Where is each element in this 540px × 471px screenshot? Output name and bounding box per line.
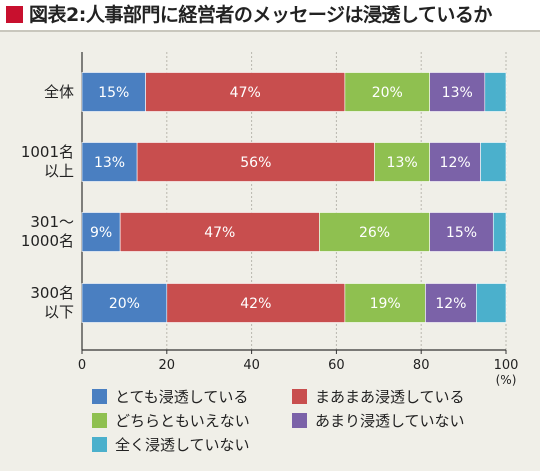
title-marker — [6, 6, 23, 23]
data-label: 47% — [230, 85, 261, 101]
legend-item: 全く浸透していない — [92, 434, 250, 455]
bar-segment — [344, 283, 426, 323]
legend-swatch — [92, 413, 107, 428]
legend-swatch — [292, 413, 307, 428]
legend-item: どちらともいえない — [92, 410, 250, 431]
bar-segment — [476, 283, 507, 323]
category-label: 301〜 1000名 — [20, 213, 74, 250]
legend-label: とても浸透している — [115, 388, 249, 406]
legend-swatch — [92, 437, 107, 452]
title-bar: 図表2:人事部門に経営者のメッセージは浸透しているか — [0, 0, 540, 32]
legend-item: とても浸透している — [92, 386, 248, 407]
data-label: 42% — [240, 296, 271, 312]
chart-title: 図表2:人事部門に経営者のメッセージは浸透しているか — [29, 4, 492, 26]
x-tick-label: 100 — [494, 358, 519, 373]
bar-segment — [344, 72, 430, 112]
data-label: 13% — [387, 155, 418, 171]
data-label: 12% — [435, 296, 466, 312]
bar-segment — [484, 72, 507, 112]
bar-segment — [429, 72, 486, 112]
legend-swatch — [292, 389, 307, 404]
bar-segment — [81, 283, 168, 323]
bar-segment — [166, 283, 346, 323]
legend-label: あまり浸透していない — [315, 412, 465, 430]
legend-label: 全く浸透していない — [115, 436, 250, 454]
bar-segment — [81, 212, 121, 252]
data-label: 12% — [440, 155, 471, 171]
legend-swatch — [92, 389, 107, 404]
x-tick-label: 60 — [328, 358, 345, 373]
bar-segment — [492, 212, 507, 252]
bar-segment — [136, 142, 375, 182]
data-label: 19% — [370, 296, 401, 312]
data-label: 15% — [446, 225, 477, 241]
bar-segment — [429, 142, 481, 182]
bar-segment — [145, 72, 346, 112]
legend-label: どちらともいえない — [115, 412, 250, 430]
data-label: 26% — [359, 225, 390, 241]
data-label: 13% — [442, 85, 473, 101]
bar-segment — [81, 142, 138, 182]
x-tick-label: 80 — [413, 358, 430, 373]
bar-segment — [319, 212, 430, 252]
data-label: 9% — [90, 225, 112, 241]
data-label: 13% — [94, 155, 125, 171]
legend-item: あまり浸透していない — [292, 410, 465, 431]
legend-label: まあまあ浸透している — [315, 388, 465, 406]
category-label: 1001名 以上 — [20, 143, 74, 180]
x-tick-label: 20 — [159, 358, 176, 373]
x-tick-label: 40 — [243, 358, 260, 373]
category-label: 全体 — [43, 82, 74, 101]
category-label: 300名 以下 — [30, 284, 74, 321]
data-label: 20% — [109, 296, 140, 312]
bar-segment — [480, 142, 507, 182]
x-tick-label: 0 — [78, 358, 86, 373]
data-label: 56% — [240, 155, 271, 171]
data-label: 15% — [98, 85, 129, 101]
x-unit-label: (%) — [496, 373, 517, 387]
data-label: 20% — [372, 85, 403, 101]
legend-item: まあまあ浸透している — [292, 386, 465, 407]
data-label: 47% — [204, 225, 235, 241]
bar-segment — [429, 212, 494, 252]
